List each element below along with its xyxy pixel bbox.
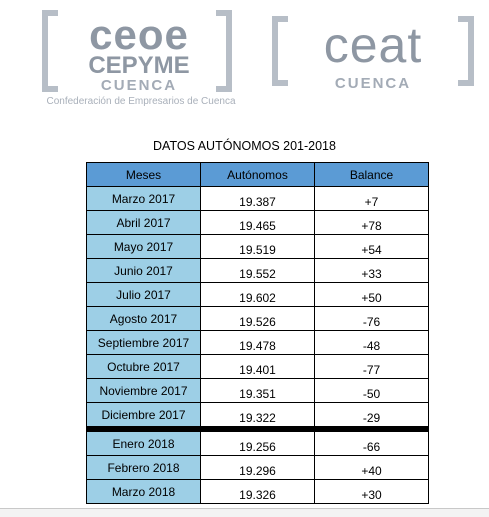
autonomos-cell: 19.296 [200, 455, 315, 480]
autonomos-cell: 19.351 [200, 378, 315, 403]
balance-cell: +30 [314, 479, 429, 504]
balance-cell: +33 [314, 258, 429, 283]
balance-cell: +50 [314, 282, 429, 307]
logo-ceat-text: ceat [323, 17, 423, 73]
table-row: Julio 2017 19.602 +50 [86, 282, 429, 307]
table-row: Junio 2017 19.552 +33 [86, 258, 429, 283]
logo-bracket-right [458, 16, 474, 86]
month-cell: Noviembre 2017 [86, 378, 201, 403]
autonomos-table: Meses Autónomos Balance Marzo 2017 19.387… [86, 162, 429, 504]
balance-cell: +78 [314, 210, 429, 235]
table-row: Noviembre 2017 19.351 -50 [86, 378, 429, 403]
autonomos-cell: 19.322 [200, 402, 315, 427]
balance-cell: -77 [314, 354, 429, 379]
balance-cell: -50 [314, 378, 429, 403]
month-cell: Octubre 2017 [86, 354, 201, 379]
ceoe-cepyme-logo: ceoe CEPYME CUENCA Confederación de Empr… [42, 10, 236, 110]
header-balance: Balance [314, 162, 429, 187]
month-cell: Julio 2017 [86, 282, 201, 307]
table-row: Febrero 2018 19.296 +40 [86, 455, 429, 480]
balance-cell: +7 [314, 186, 429, 211]
table-body-2018: Enero 2018 19.256 -66 Febrero 2018 19.296 +40… [86, 431, 429, 504]
balance-cell: -76 [314, 306, 429, 331]
balance-cell: -29 [314, 402, 429, 427]
month-cell: Junio 2017 [86, 258, 201, 283]
balance-cell: +40 [314, 455, 429, 480]
table-row: Abril 2017 19.465 +78 [86, 210, 429, 235]
month-cell: Marzo 2017 [86, 186, 201, 211]
logo-ceoe-text: ceoe [89, 11, 189, 58]
month-cell: Agosto 2017 [86, 306, 201, 331]
table-row: Enero 2018 19.256 -66 [86, 431, 429, 456]
autonomos-cell: 19.526 [200, 306, 315, 331]
header-meses: Meses [86, 162, 201, 187]
table-row: Octubre 2017 19.401 -77 [86, 354, 429, 379]
autonomos-cell: 19.478 [200, 330, 315, 355]
autonomos-cell: 19.552 [200, 258, 315, 283]
month-cell: Septiembre 2017 [86, 330, 201, 355]
table-row: Agosto 2017 19.526 -76 [86, 306, 429, 331]
month-cell: Mayo 2017 [86, 234, 201, 259]
document-title: DATOS AUTÓNOMOS 201-2018 [153, 139, 336, 153]
table-body-2017: Marzo 2017 19.387 +7 Abril 2017 19.465 +78 May… [86, 186, 429, 427]
balance-cell: +54 [314, 234, 429, 259]
table-row: Septiembre 2017 19.478 -48 [86, 330, 429, 355]
autonomos-cell: 19.465 [200, 210, 315, 235]
autonomos-cell: 19.387 [200, 186, 315, 211]
logo-bracket-left [42, 10, 58, 92]
month-cell: Diciembre 2017 [86, 402, 201, 427]
logo-tagline: Confederación de Empresarios de Cuenca [46, 96, 236, 107]
logo-bracket-left [272, 16, 288, 86]
header-autonomos: Autónomos [200, 162, 315, 187]
balance-cell: -48 [314, 330, 429, 355]
table-header-row: Meses Autónomos Balance [86, 162, 429, 187]
autonomos-cell: 19.602 [200, 282, 315, 307]
page-bottom-edge [0, 508, 489, 517]
balance-cell: -66 [314, 431, 429, 456]
autonomos-cell: 19.326 [200, 479, 315, 504]
table-row: Marzo 2017 19.387 +7 [86, 186, 429, 211]
autonomos-cell: 19.401 [200, 354, 315, 379]
table-row: Mayo 2017 19.519 +54 [86, 234, 429, 259]
table-row: Marzo 2018 19.326 +30 [86, 479, 429, 504]
month-cell: Enero 2018 [86, 431, 201, 456]
month-cell: Abril 2017 [86, 210, 201, 235]
logo-cuenca-text: CUENCA [100, 77, 178, 94]
logo-bracket-right [216, 10, 232, 92]
autonomos-cell: 19.519 [200, 234, 315, 259]
table-row: Diciembre 2017 19.322 -29 [86, 402, 429, 427]
ceat-logo: ceat CUENCA [272, 16, 474, 96]
month-cell: Febrero 2018 [86, 455, 201, 480]
logo-cuenca-text: CUENCA [334, 75, 412, 92]
autonomos-cell: 19.256 [200, 431, 315, 456]
month-cell: Marzo 2018 [86, 479, 201, 504]
logo-cepyme-text: CEPYME [88, 52, 190, 79]
